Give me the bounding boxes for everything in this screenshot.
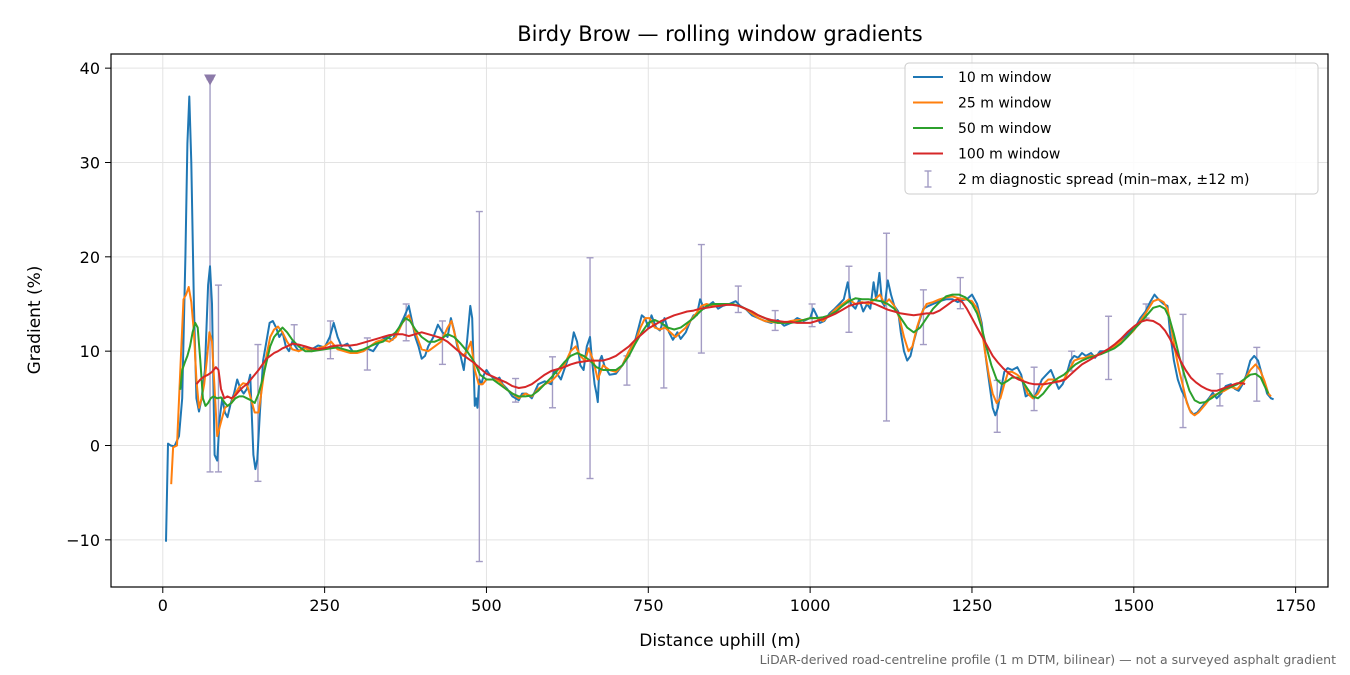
legend-label: 50 m window bbox=[958, 121, 1051, 137]
error-bar bbox=[956, 276, 964, 310]
y-tick-label: 10 bbox=[80, 342, 100, 361]
legend-label: 100 m window bbox=[958, 147, 1060, 163]
x-axis-label: Distance uphill (m) bbox=[639, 631, 800, 651]
legend-label: 10 m window bbox=[958, 70, 1051, 86]
legend-entry: 10 m window bbox=[913, 70, 1051, 86]
legend: 10 m window 25 m window 50 m window 100 m w… bbox=[904, 62, 1319, 195]
peak-marker bbox=[204, 74, 217, 86]
error-bar bbox=[734, 285, 742, 314]
legend-entry: 100 m window bbox=[913, 147, 1060, 163]
series-line-50m bbox=[179, 293, 1270, 407]
x-tick-label: 0 bbox=[158, 596, 168, 615]
x-tick-label: 1000 bbox=[790, 596, 831, 615]
error-bar bbox=[919, 289, 927, 346]
x-tick-label: 500 bbox=[471, 596, 502, 615]
series-line-25m bbox=[170, 286, 1272, 485]
legend-entry: 25 m window bbox=[913, 96, 1051, 112]
error-bar bbox=[326, 320, 334, 360]
y-tick-label: −10 bbox=[66, 531, 100, 550]
error-bar bbox=[586, 257, 594, 480]
legend-box bbox=[904, 62, 1319, 195]
x-tick-label: 250 bbox=[309, 596, 340, 615]
error-bar bbox=[697, 243, 705, 354]
y-tick-label: 30 bbox=[80, 153, 100, 172]
y-tick-label: 0 bbox=[90, 436, 100, 455]
legend-entry: 2 m diagnostic spread (min–max, ±12 m) bbox=[924, 170, 1249, 188]
x-tick-label: 1500 bbox=[1113, 596, 1154, 615]
x-tick-label: 750 bbox=[633, 596, 664, 615]
x-tick-label: 1750 bbox=[1275, 596, 1316, 615]
error-bar bbox=[363, 337, 371, 371]
error-bar bbox=[438, 320, 446, 366]
legend-label: 2 m diagnostic spread (min–max, ±12 m) bbox=[958, 172, 1249, 188]
y-tick-label: 40 bbox=[80, 59, 100, 78]
chart-title: Birdy Brow — rolling window gradients bbox=[517, 22, 922, 46]
series-line-100m bbox=[195, 298, 1246, 400]
legend-label: 25 m window bbox=[958, 96, 1051, 112]
y-axis-ticks: −10 0 10 20 30 40 bbox=[66, 59, 111, 550]
y-tick-label: 20 bbox=[80, 248, 100, 267]
error-bar bbox=[1030, 366, 1038, 412]
error-bar bbox=[883, 232, 891, 422]
series-lines bbox=[165, 95, 1274, 542]
legend-entry: 50 m window bbox=[913, 121, 1051, 137]
x-axis-ticks: 0 250 500 750 1000 1250 1500 1750 bbox=[158, 587, 1316, 615]
markers bbox=[204, 74, 217, 86]
plot-frame bbox=[110, 53, 1329, 588]
footnote: LiDAR-derived road-centreline profile (1… bbox=[760, 652, 1336, 667]
y-axis-label: Gradient (%) bbox=[25, 266, 45, 375]
x-tick-label: 1250 bbox=[952, 596, 993, 615]
